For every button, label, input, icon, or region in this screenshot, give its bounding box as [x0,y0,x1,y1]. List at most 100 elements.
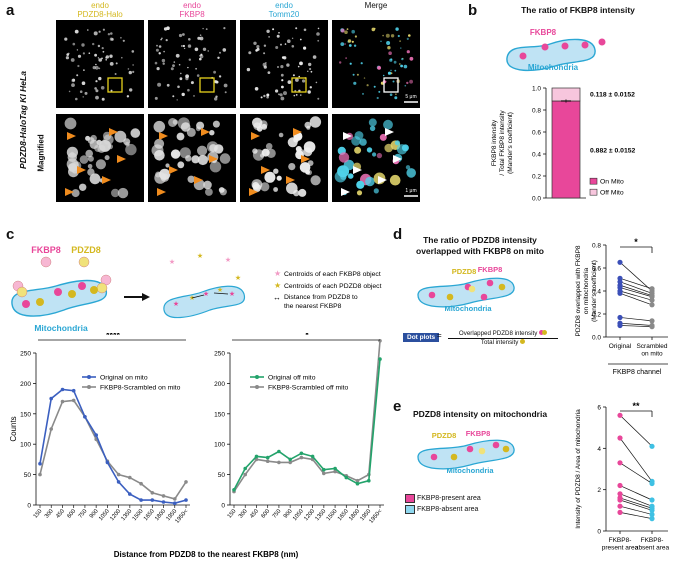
series-line [39,388,187,505]
arrowhead-icon [159,132,168,140]
row-label: PDZD8-HaloTag KI HeLa [16,40,30,200]
y-tick-label: 1.0 [532,86,541,93]
x-category-label: FKBP8- [641,537,664,544]
signal-puncta [298,75,300,78]
arrowhead-icon [286,176,295,184]
signal-puncta [286,63,290,67]
x-tick-label: 1350 [314,508,327,522]
signal-puncta [409,56,414,61]
centroid-star-icon: ★ [229,290,235,298]
micrograph-tile [56,20,144,108]
legend-marker [87,385,91,389]
signal-puncta [309,67,312,71]
signal-puncta [253,41,257,45]
y-axis-title: FKBP8 intensity / Total FKBP8 intensity (M… [491,110,514,176]
y-tick-label: 0.6 [532,130,541,137]
signal-puncta [179,147,191,159]
data-point [265,455,270,460]
yellow-dot-icon [542,330,548,335]
fkbp8-label: FKBP8 [530,28,557,37]
panel-label-e: e [393,398,402,415]
signal-puncta [273,187,278,192]
legend-on-swatch [589,177,598,185]
signal-puncta [312,55,317,59]
signal-puncta [345,57,347,59]
pair-line [619,278,653,290]
signal-puncta [82,52,85,55]
pink-dot-icon [539,330,545,335]
signal-puncta [378,90,381,93]
signal-puncta [76,74,79,77]
signal-puncta [386,41,391,45]
signal-puncta [338,152,350,163]
signal-puncta [68,166,79,178]
data-point [322,467,326,472]
signal-puncta [224,91,227,94]
signal-puncta [176,99,178,101]
signal-puncta [104,155,110,161]
fkbp8-dot [492,441,500,449]
pair-line [619,415,653,447]
signal-puncta [387,46,391,50]
signal-puncta [190,81,194,85]
series-line [39,399,187,500]
arrowhead-icon [341,188,350,196]
pair-line [619,322,653,326]
signal-puncta [187,88,190,92]
arrowhead-icon [343,132,352,140]
signal-puncta [94,65,99,70]
signal-puncta [307,160,314,167]
absent-swatch [405,504,415,514]
signal-puncta [362,92,364,95]
x-category-label: Original [609,343,632,350]
signal-puncta [212,120,220,128]
signal-puncta [264,171,276,183]
signal-puncta [266,95,269,99]
y-tick-label: 200 [20,381,31,388]
signal-puncta [396,144,408,155]
signal-puncta [83,69,85,71]
legend-on-label: On Mito [600,179,624,186]
signal-puncta [275,46,279,49]
signal-puncta [373,85,376,88]
signal-puncta [360,62,363,65]
signal-puncta [170,67,174,71]
signal-puncta [110,89,113,92]
y-tick-label: 0.2 [592,312,601,319]
signal-puncta [401,57,404,61]
signal-puncta [97,44,101,48]
data-point [265,459,270,463]
signal-puncta [395,93,397,95]
signal-puncta [256,45,260,49]
data-point [60,387,65,392]
x-tick-label: 450 [249,508,260,519]
signal-puncta [259,120,268,129]
signal-puncta [214,97,218,101]
data-point [617,259,623,265]
signal-puncta [202,27,204,30]
y-tick-label: 2 [597,487,601,494]
x-tick-label: 1500 [132,508,145,522]
y-axis-title: PDZD8 overlapped with FKBP8 on mitochondr… [575,245,598,336]
signal-puncta [399,40,401,42]
micrograph-tile [148,20,236,108]
signal-puncta [97,57,100,59]
zoom-box [291,77,307,93]
y-tick-label: 0 [597,529,601,536]
on-mito-bar [551,100,581,199]
x-category-label: Scrambled [636,343,667,350]
y-axis-title-line2: / Total FKBP8 intensity [499,110,506,176]
signal-puncta [126,95,130,98]
signal-puncta [337,165,350,178]
signal-puncta [120,36,122,39]
pdzd8-dot [468,285,476,293]
denominator-text: Total intensity [480,339,519,346]
panel-e-legend: FKBP8-present area FKBP8-absent area [405,493,481,515]
mito-schematic-b: FKBP8 Mitochondria [506,28,606,72]
signal-puncta [266,148,276,158]
signal-puncta [87,164,93,169]
y-tick-label: 0 [221,503,225,510]
signal-puncta [287,80,292,84]
signal-puncta [363,77,366,79]
signal-puncta [368,118,377,127]
